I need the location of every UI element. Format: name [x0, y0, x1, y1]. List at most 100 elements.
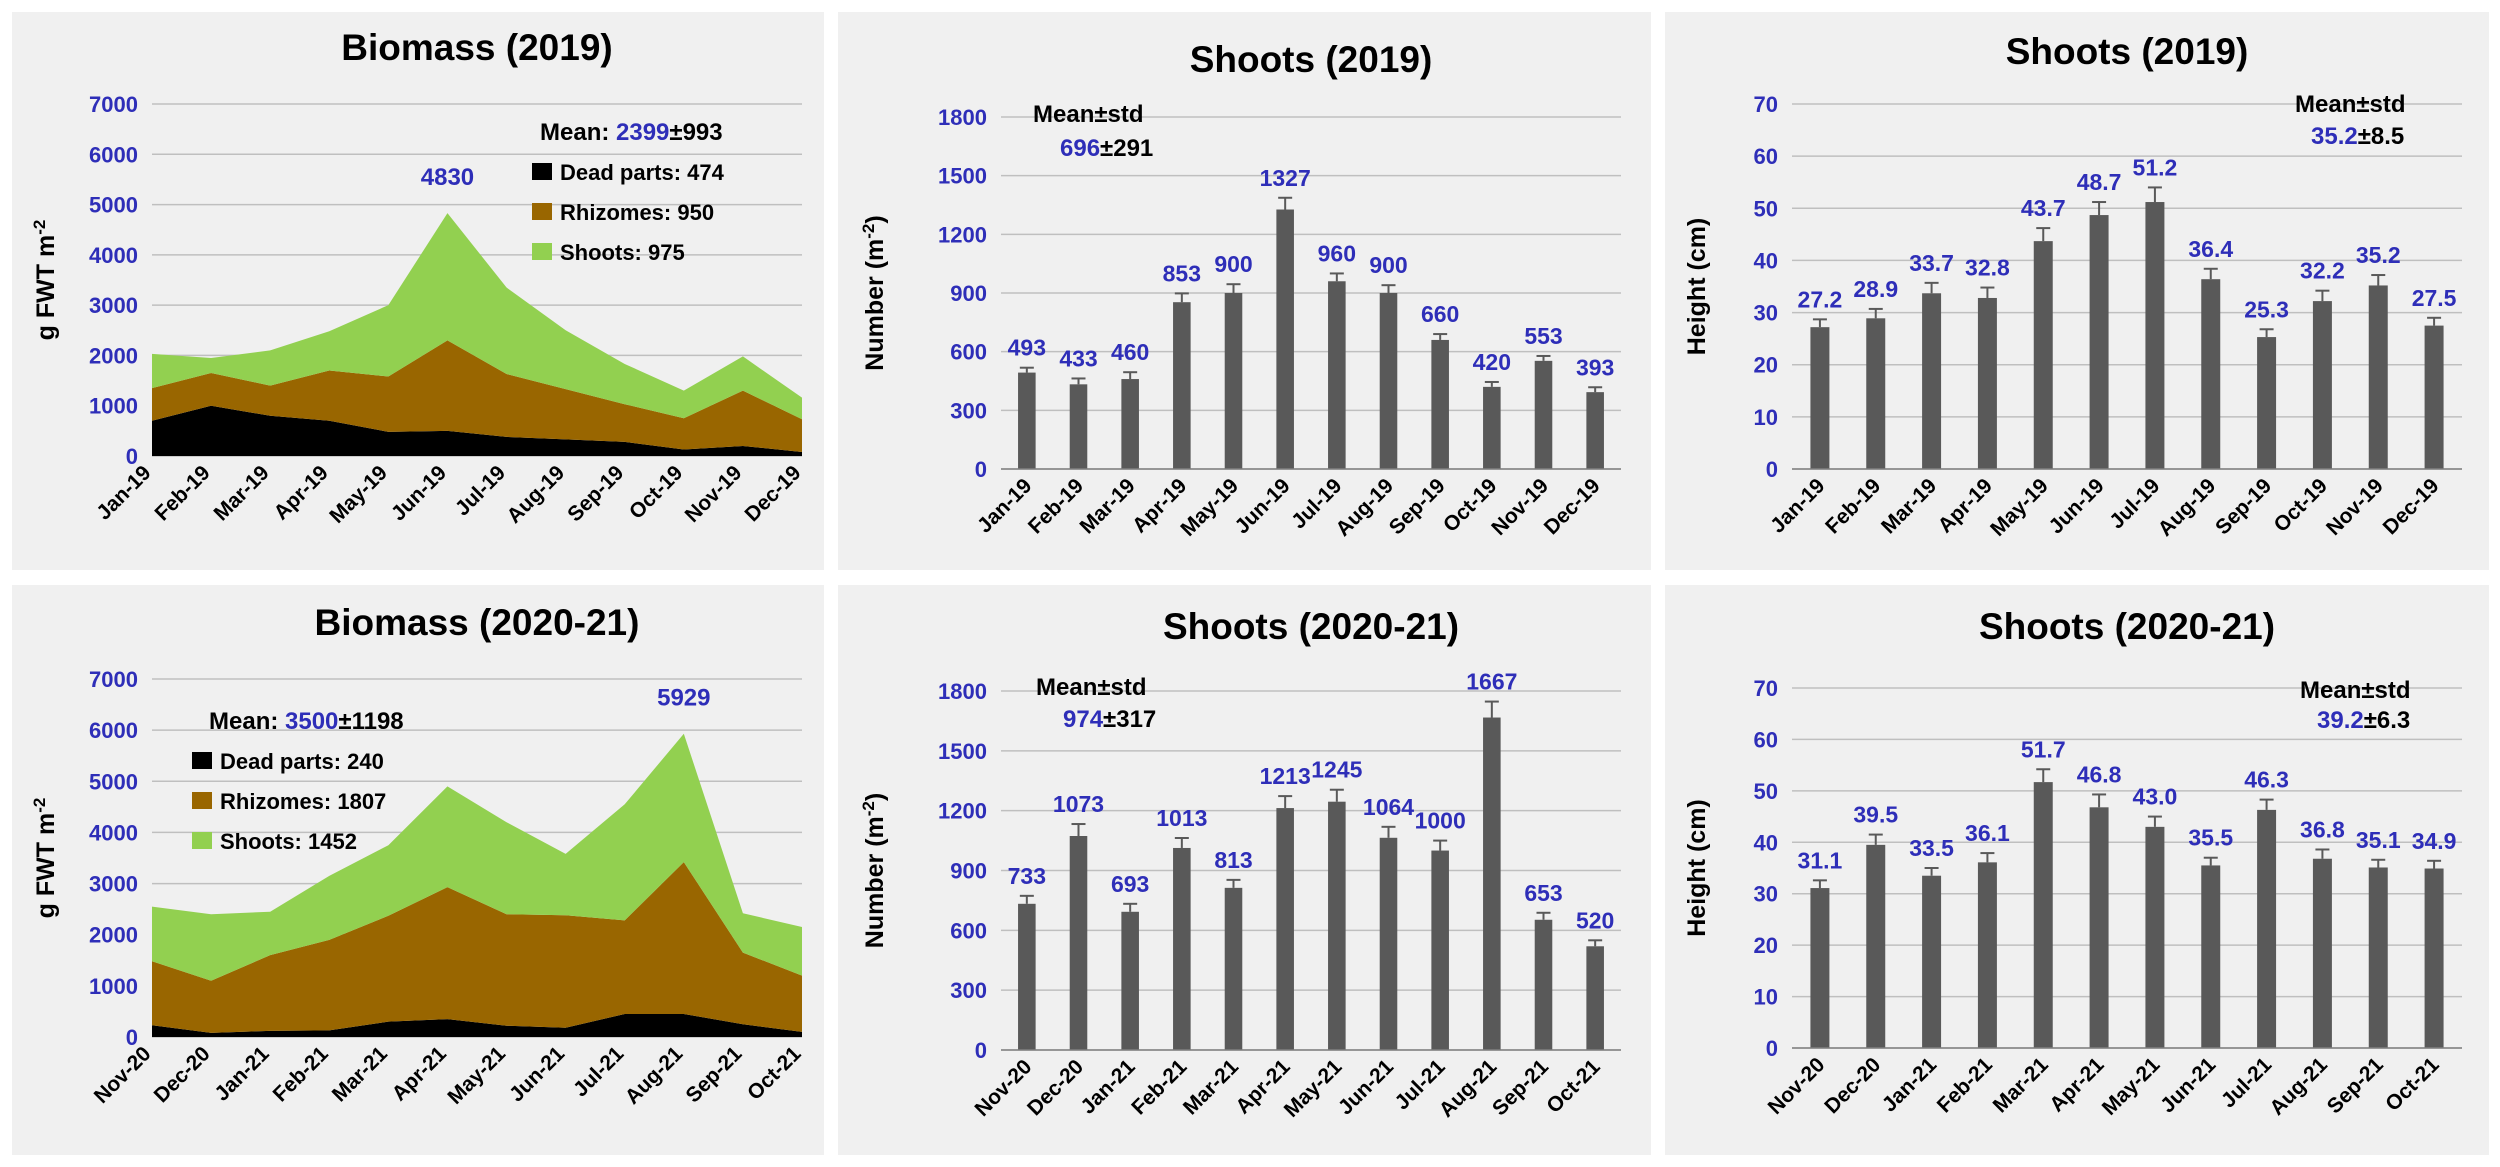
x-tick-label: Aug-19 — [503, 461, 570, 528]
y-tick-label: 0 — [126, 444, 138, 469]
chart-title: Shoots (2020-21) — [1979, 606, 2275, 647]
y-tick-label: 1200 — [938, 222, 987, 247]
bar — [2033, 782, 2053, 1048]
bar-value-label: 1245 — [1311, 757, 1362, 783]
bar-value-label: 36.4 — [2188, 236, 2233, 262]
x-tick-label: Jun-21 — [505, 1042, 569, 1106]
bar-value-label: 48.7 — [2077, 169, 2122, 195]
bar — [1276, 209, 1294, 469]
legend-rhizomes-label: Rhizomes: 1807 — [220, 789, 386, 814]
bar — [1922, 293, 1942, 469]
bar-value-label: 32.2 — [2300, 258, 2345, 284]
y-tick-label: 300 — [950, 398, 987, 423]
bar-value-label: 27.5 — [2412, 285, 2457, 311]
chart-svg: Shoots (2020-21) 0 300 600 900 1200 1500 1800 Nu… — [859, 606, 1621, 1122]
x-tick-label: Jan-19 — [973, 474, 1036, 537]
y-tick-label: 7000 — [89, 92, 138, 117]
y-tick-label: 30 — [1754, 301, 1778, 326]
x-tick-label: Jan-21 — [1076, 1055, 1140, 1119]
x-tick-label: Dec-20 — [1023, 1055, 1088, 1120]
x-tick-label: Nov-19 — [2322, 474, 2388, 540]
x-tick-label: Sep-19 — [1385, 474, 1450, 539]
mean-std-value: 696±291 — [1060, 135, 1153, 162]
bar — [2368, 867, 2388, 1048]
y-tick-label: 0 — [975, 1038, 987, 1063]
bar-value-label: 1073 — [1053, 791, 1104, 817]
x-tick-label: Mar-21 — [1179, 1055, 1243, 1119]
x-tick-label: May-21 — [443, 1042, 510, 1109]
x-tick-label: Jan-21 — [210, 1042, 274, 1106]
y-axis-label: Number (m-2) — [859, 793, 889, 948]
bar — [1810, 888, 1830, 1048]
dead-parts-area — [152, 1013, 802, 1037]
x-tick-label: Feb-19 — [1024, 474, 1088, 538]
y-tick-label: 1000 — [89, 394, 138, 419]
bar-value-label: 520 — [1576, 907, 1614, 933]
y-tick-label: 600 — [950, 340, 987, 365]
x-tick-label: Mar-19 — [1076, 474, 1140, 538]
x-tick-label: Jun-21 — [1334, 1055, 1398, 1119]
y-tick-label: 10 — [1754, 985, 1778, 1010]
x-tick-label: Oct-21 — [1542, 1055, 1605, 1118]
bar — [1379, 837, 1398, 1050]
y-axis-label: g FWT m-2 — [30, 220, 60, 341]
x-tick-label: Dec-19 — [2379, 474, 2444, 539]
legend-mean: Mean: 2399±993 — [540, 119, 723, 146]
bar-value-label: 660 — [1421, 301, 1459, 327]
y-tick-label: 7000 — [89, 667, 138, 692]
y-tick-label: 70 — [1754, 92, 1778, 117]
bar — [1328, 281, 1346, 469]
x-tick-label: Oct-19 — [625, 461, 687, 523]
bar — [1810, 327, 1830, 469]
legend-shoots-swatch — [192, 832, 212, 849]
bar-value-label: 34.9 — [2412, 828, 2457, 854]
bar-value-label: 36.8 — [2300, 816, 2345, 842]
x-tick-label: Sep-19 — [563, 461, 628, 526]
x-tick-label: Aug-19 — [2154, 474, 2221, 541]
chart-svg: Shoots (2019) 0 300 600 900 1200 1500 1800 Numbe… — [859, 39, 1621, 541]
x-tick-label: May-19 — [1176, 474, 1243, 541]
y-tick-label: 60 — [1754, 727, 1778, 752]
x-tick-label: Apr-19 — [1934, 474, 1997, 537]
x-tick-label: Feb-19 — [1821, 474, 1885, 538]
bar-value-label: 553 — [1524, 323, 1562, 349]
y-tick-label: 0 — [1766, 457, 1778, 482]
bar — [1121, 911, 1139, 1050]
legend-dead-parts-label: Dead parts: 474 — [560, 160, 725, 185]
bar — [1483, 386, 1501, 469]
bar-value-label: 51.2 — [2133, 154, 2178, 180]
bar-value-label: 853 — [1163, 260, 1201, 286]
bar-value-label: 393 — [1576, 354, 1614, 380]
x-tick-label: May-21 — [2098, 1053, 2165, 1120]
x-tick-label: Apr-19 — [270, 461, 333, 524]
y-axis-label: Number (m-2) — [859, 215, 889, 370]
y-tick-label: 6000 — [89, 142, 138, 167]
x-tick-label: Dec-20 — [1820, 1053, 1885, 1118]
bar — [1922, 875, 1942, 1048]
x-tick-label: Oct-19 — [2269, 474, 2331, 536]
bar-value-label: 43.0 — [2133, 784, 2178, 810]
bar — [1069, 384, 1088, 469]
y-tick-label: 6000 — [89, 718, 138, 743]
y-tick-label: 5000 — [89, 769, 138, 794]
bar-value-label: 693 — [1111, 871, 1149, 897]
bar-value-label: 900 — [1214, 251, 1252, 277]
bar — [2033, 241, 2053, 469]
bar-value-label: 35.5 — [2188, 825, 2233, 851]
bar-value-label: 51.7 — [2021, 736, 2066, 762]
rhizomes-area — [152, 340, 802, 452]
y-tick-label: 1800 — [938, 679, 987, 704]
bar — [1224, 887, 1243, 1050]
chart-title: Shoots (2019) — [1190, 39, 1433, 80]
chart-title: Biomass (2019) — [341, 27, 612, 68]
y-tick-label: 3000 — [89, 293, 138, 318]
x-tick-label: Sep-21 — [681, 1042, 746, 1107]
chart-title: Biomass (2020-21) — [315, 602, 640, 643]
bar — [1586, 392, 1604, 469]
peak-value-label: 4830 — [421, 164, 474, 191]
bar-value-label: 1327 — [1260, 165, 1311, 191]
bar — [1069, 835, 1088, 1050]
shoots-height-2020-21-panel: Shoots (2020-21) 0 10 20 30 40 50 60 70 Height (c… — [1665, 585, 2489, 1155]
bar-value-label: 25.3 — [2244, 296, 2289, 322]
bar — [2089, 807, 2109, 1048]
